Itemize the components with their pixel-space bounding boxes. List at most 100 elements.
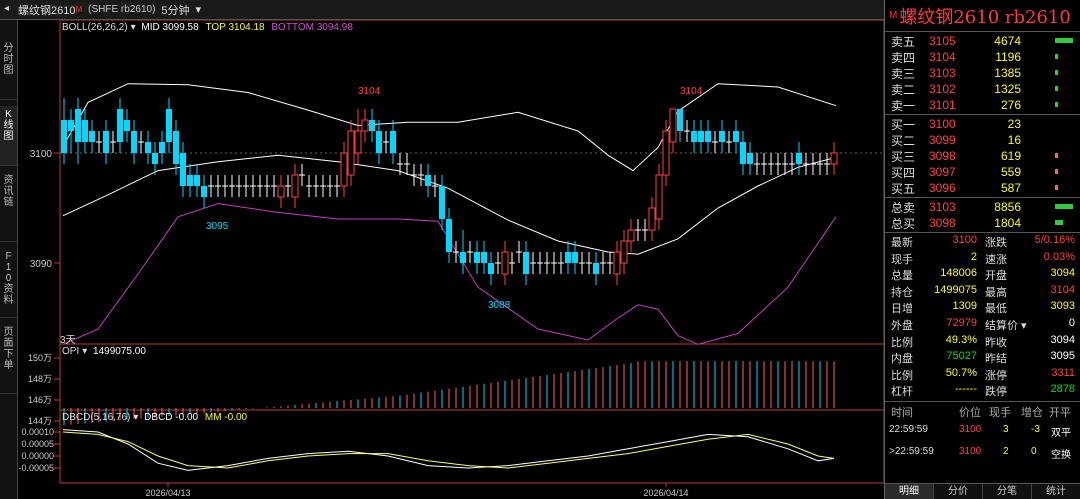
ask-row-5[interactable]: 卖五 3105 4674 <box>885 33 1080 49</box>
dbcd-panel-frame <box>59 409 884 484</box>
book-price: 3096 <box>929 181 956 195</box>
opi-axis-label: 146万 <box>28 395 52 405</box>
bid-row-5[interactable]: 买五 3096 587 <box>885 180 1080 196</box>
bid-row-3[interactable]: 买三 3098 619 <box>885 148 1080 164</box>
quote-label: 现手 <box>891 253 913 266</box>
candle-body <box>439 186 445 219</box>
quote-label-2[interactable]: 结算价 ▾ <box>985 320 1027 332</box>
candle-body <box>61 120 67 153</box>
ticks-header-cell: 时间 <box>891 407 913 419</box>
bid-row-4[interactable]: 买四 3097 559 <box>885 164 1080 180</box>
dbcd-indicator-label[interactable]: DBCD(5,16,76) ▾ DBCD -0.00 MM -0.00 <box>62 412 248 423</box>
panel-title-text: 螺纹钢2610 rb2610 <box>899 6 1071 28</box>
book-volume-bar <box>1055 185 1058 190</box>
boll-top-value: TOP 3104.18 <box>205 22 265 33</box>
panel-title-badge: M <box>889 10 898 21</box>
tick-price: 3100 <box>959 446 982 457</box>
candle-body <box>613 251 621 275</box>
candle-body <box>648 207 656 231</box>
panel-tab-3[interactable]: 统计 <box>1032 484 1080 499</box>
book-label: 卖五 <box>891 34 916 49</box>
back-arrow-icon[interactable]: ◂ <box>4 3 10 14</box>
boll-bottom-line <box>62 203 837 345</box>
book-volume-bar <box>1055 86 1058 91</box>
candle-body <box>572 252 578 263</box>
total-row-0[interactable]: 总卖 3103 8856 <box>885 199 1080 215</box>
book-label: 卖三 <box>891 66 916 81</box>
quote-label-2: 跌停 <box>985 386 1007 399</box>
book-volume: 4674 <box>994 34 1021 48</box>
candle-body <box>82 120 88 142</box>
dbcd-axis-label: 0.00000 <box>21 451 54 461</box>
ask-row-1[interactable]: 卖一 3101 276 <box>885 97 1080 113</box>
quote-row: 总量 148006 开盘 3094 <box>885 267 1080 283</box>
ticks-header-cell: 开平 <box>1049 407 1071 419</box>
candle-body <box>698 131 704 142</box>
panel-tab-0[interactable]: 明细 <box>885 484 934 499</box>
tick-type: 双平 <box>1051 428 1071 439</box>
quote-label-2: 昨收 <box>985 336 1007 349</box>
left-tab-4[interactable]: 页面下单 <box>0 324 17 394</box>
book-volume-bar <box>1055 38 1073 43</box>
boll-indicator-label[interactable]: BOLL(26,26,2) ▾ MID 3099.58 TOP 3104.18 B… <box>62 22 353 33</box>
ask-row-3[interactable]: 卖三 3103 1385 <box>885 65 1080 81</box>
panel-tab-2[interactable]: 分笔 <box>983 484 1032 499</box>
bid-row-1[interactable]: 买一 3100 23 <box>885 116 1080 132</box>
quote-label-2: 最低 <box>985 303 1007 316</box>
quote-value: 3100 <box>952 234 977 246</box>
period-selector[interactable]: 5分钟 <box>161 4 190 17</box>
left-tab-0[interactable]: 分时图 <box>0 40 17 100</box>
quote-value-2: 3104 <box>1050 283 1075 296</box>
dbcd-value: DBCD -0.00 <box>144 412 199 423</box>
quote-value-2: 3095 <box>1050 350 1075 363</box>
candle-body <box>620 240 628 264</box>
quote-label: 持仓 <box>891 286 913 299</box>
quote-value: 148006 <box>940 267 977 280</box>
dbcd-name: DBCD(5,16,76) <box>62 412 131 423</box>
ask-row-4[interactable]: 卖四 3104 1196 <box>885 49 1080 65</box>
chart-title-bar: ◂ 螺纹钢2610 M (SHFE rb2610) 5分钟 ▾ <box>0 0 884 20</box>
opi-indicator-label[interactable]: OPI ▾ 1499075.00 <box>62 346 146 357</box>
candle-body <box>446 219 452 252</box>
kline-chart[interactable]: 3100 3090 3104 3095 3104 3088 150万 148万 146万 144万… <box>18 20 884 499</box>
quote-label-2: 开盘 <box>985 270 1007 283</box>
candle-body <box>747 153 753 164</box>
instrument-flag: M <box>75 5 83 14</box>
quote-value-2: 3094 <box>1050 267 1075 280</box>
boll-top-line <box>62 83 837 172</box>
candle-body <box>677 109 683 131</box>
period-dropdown-icon[interactable]: ▾ <box>195 4 202 16</box>
quote-value: 1309 <box>952 300 977 313</box>
quote-row: 持仓 1499075 最高 3104 <box>885 284 1080 300</box>
candle-body <box>159 142 165 153</box>
book-price: 3099 <box>929 133 956 147</box>
book-volume: 1196 <box>995 50 1021 64</box>
quote-value: 1499075 <box>934 283 977 296</box>
instrument-code: (SHFE rb2610) <box>88 4 156 15</box>
candle-body <box>369 120 375 131</box>
left-tab-2[interactable]: 资讯链 <box>0 172 17 242</box>
panel-tab-1[interactable]: 分价 <box>934 484 983 499</box>
candle-body <box>277 185 285 198</box>
total-row-1[interactable]: 总买 3098 1804 <box>885 215 1080 231</box>
quote-value: 2 <box>970 250 977 263</box>
quote-value-2: 0.03% <box>1043 250 1075 263</box>
bid-row-2[interactable]: 买二 3099 16 <box>885 132 1080 148</box>
panel-title: M 螺纹钢2610 rb2610 <box>885 0 1080 32</box>
candle-body <box>733 131 739 142</box>
ask-row-2[interactable]: 卖二 3102 1325 <box>885 81 1080 97</box>
ticks-header-cell: 现手 <box>989 407 1011 419</box>
book-volume: 1325 <box>994 82 1021 96</box>
book-label: 买三 <box>891 149 916 164</box>
book-price: 3097 <box>929 165 956 179</box>
quote-label-2: 速涨 <box>985 253 1007 266</box>
quote-row: 比例 50.7% 涨停 3311 <box>885 367 1080 383</box>
candle-body <box>523 252 529 274</box>
opi-axis-label: 148万 <box>28 374 52 384</box>
quote-row: 现手 2 速涨 0.03% <box>885 251 1080 267</box>
book-label: 总买 <box>891 216 916 231</box>
quote-row: 杠杆 ------ 跌停 2878 <box>885 383 1080 399</box>
